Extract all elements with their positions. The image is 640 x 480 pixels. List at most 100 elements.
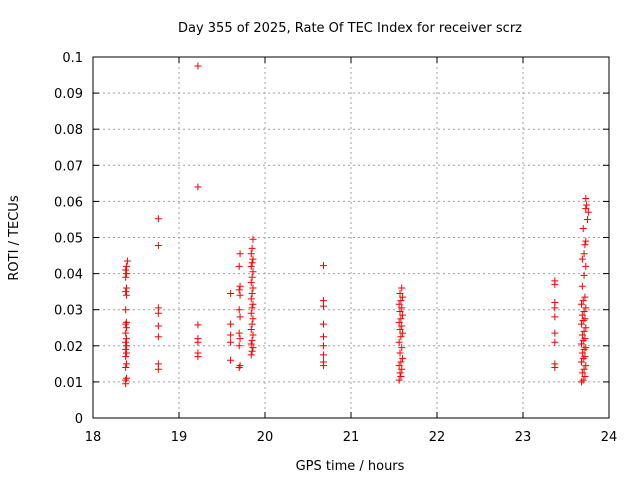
data-point [319, 342, 327, 350]
data-point [154, 322, 162, 330]
data-point [399, 354, 407, 362]
data-point [123, 284, 131, 292]
data-point [577, 358, 585, 366]
data-point [154, 215, 162, 223]
data-point [399, 293, 407, 301]
data-point [395, 362, 403, 370]
data-point [579, 317, 587, 325]
x-tick-label: 23 [515, 430, 532, 445]
data-point [236, 313, 244, 321]
x-tick-label: 22 [429, 430, 446, 445]
data-point [582, 262, 590, 270]
data-point [122, 345, 130, 353]
data-point [249, 300, 257, 308]
y-tick-label: 0.1 [62, 51, 83, 66]
data-point [235, 306, 243, 314]
data-point [580, 250, 588, 258]
data-point [397, 358, 405, 366]
data-point [395, 376, 403, 384]
data-point [235, 262, 243, 270]
data-point [395, 300, 403, 308]
data-point [579, 297, 587, 305]
data-point [551, 360, 559, 368]
data-point [247, 262, 255, 270]
data-point [123, 262, 131, 270]
data-point [579, 376, 587, 384]
data-point [249, 255, 257, 263]
data-point [581, 293, 589, 301]
data-point [227, 320, 235, 328]
data-point [154, 241, 162, 249]
data-point [248, 259, 256, 267]
data-point [582, 237, 590, 245]
data-point [154, 333, 162, 341]
data-point [396, 369, 404, 377]
data-point [396, 326, 404, 334]
data-point [398, 284, 406, 292]
data-point [123, 257, 131, 265]
data-point [248, 320, 256, 328]
data-point [236, 282, 244, 290]
y-axis-label: ROTI / TECUs [7, 195, 22, 280]
y-tick-label: 0.06 [54, 195, 83, 210]
data-point [122, 338, 130, 346]
data-point [577, 340, 585, 348]
data-point [227, 331, 235, 339]
data-point [247, 309, 255, 317]
data-point [248, 336, 256, 344]
data-point [551, 313, 559, 321]
y-tick-label: 0.04 [54, 268, 83, 283]
data-point [236, 362, 244, 370]
data-point [235, 342, 243, 350]
data-point [319, 351, 327, 359]
data-point [581, 335, 589, 343]
data-point [397, 372, 405, 380]
data-point [579, 354, 587, 362]
data-point [122, 320, 130, 328]
data-point [227, 356, 235, 364]
data-point [580, 271, 588, 279]
data-point [122, 266, 130, 274]
data-point [122, 363, 130, 371]
data-point [584, 208, 592, 216]
data-point [577, 320, 585, 328]
data-point [319, 333, 327, 341]
data-point [227, 338, 235, 346]
y-tick-label: 0.03 [54, 304, 83, 319]
y-tick-label: 0.01 [54, 376, 83, 391]
data-point [123, 374, 131, 382]
data-point [122, 353, 130, 361]
data-point [194, 183, 202, 191]
data-point [580, 327, 588, 335]
x-tick-label: 21 [343, 430, 360, 445]
data-point [249, 331, 257, 339]
data-point [397, 333, 405, 341]
x-tick-labels: 18 19 20 21 22 23 24 [85, 430, 618, 445]
data-point [582, 344, 590, 352]
data-point [122, 376, 130, 384]
data-point [577, 300, 585, 308]
data-point [247, 326, 255, 334]
data-point [581, 353, 589, 361]
y-tick-label: 0 [75, 412, 83, 427]
y-tick-label: 0.08 [54, 123, 83, 138]
x-tick-label: 20 [257, 430, 274, 445]
data-point [578, 331, 586, 339]
x-tick-label: 24 [601, 430, 618, 445]
data-point [398, 344, 406, 352]
data-point [248, 273, 256, 281]
data-point [122, 306, 130, 314]
data-point [247, 340, 255, 348]
data-point [582, 324, 590, 332]
grid-lines [93, 57, 609, 418]
data-point [248, 289, 256, 297]
data-point [397, 315, 405, 323]
data-point [249, 315, 257, 323]
data-point [123, 318, 131, 326]
data-point [581, 315, 589, 323]
data-point [577, 378, 585, 386]
data-point [123, 270, 131, 278]
data-point [194, 62, 202, 70]
data-points [122, 62, 592, 388]
data-point [123, 342, 131, 350]
